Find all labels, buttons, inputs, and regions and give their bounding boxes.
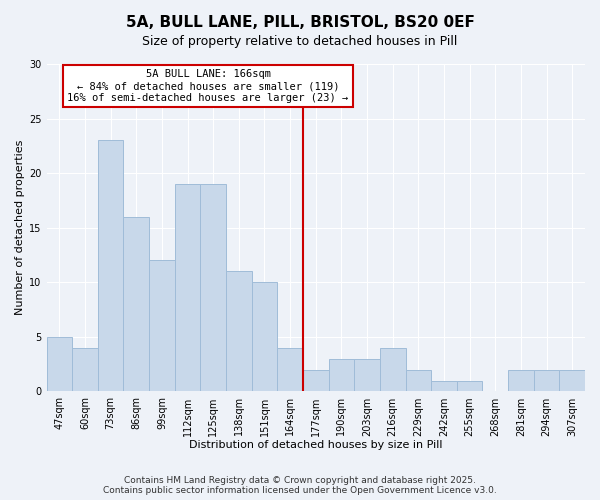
- Bar: [329, 358, 354, 392]
- Bar: [303, 370, 329, 392]
- Text: 5A BULL LANE: 166sqm
← 84% of detached houses are smaller (119)
16% of semi-deta: 5A BULL LANE: 166sqm ← 84% of detached h…: [67, 70, 349, 102]
- Bar: [534, 370, 559, 392]
- Bar: [559, 370, 585, 392]
- Bar: [47, 337, 72, 392]
- Bar: [124, 217, 149, 392]
- Bar: [431, 380, 457, 392]
- Bar: [226, 272, 251, 392]
- Bar: [200, 184, 226, 392]
- Bar: [406, 370, 431, 392]
- Bar: [175, 184, 200, 392]
- X-axis label: Distribution of detached houses by size in Pill: Distribution of detached houses by size …: [189, 440, 443, 450]
- Bar: [277, 348, 303, 392]
- Bar: [380, 348, 406, 392]
- Text: 5A, BULL LANE, PILL, BRISTOL, BS20 0EF: 5A, BULL LANE, PILL, BRISTOL, BS20 0EF: [125, 15, 475, 30]
- Bar: [149, 260, 175, 392]
- Text: Size of property relative to detached houses in Pill: Size of property relative to detached ho…: [142, 35, 458, 48]
- Bar: [508, 370, 534, 392]
- Bar: [72, 348, 98, 392]
- Bar: [251, 282, 277, 392]
- Bar: [354, 358, 380, 392]
- Y-axis label: Number of detached properties: Number of detached properties: [15, 140, 25, 316]
- Bar: [457, 380, 482, 392]
- Bar: [98, 140, 124, 392]
- Text: Contains HM Land Registry data © Crown copyright and database right 2025.
Contai: Contains HM Land Registry data © Crown c…: [103, 476, 497, 495]
